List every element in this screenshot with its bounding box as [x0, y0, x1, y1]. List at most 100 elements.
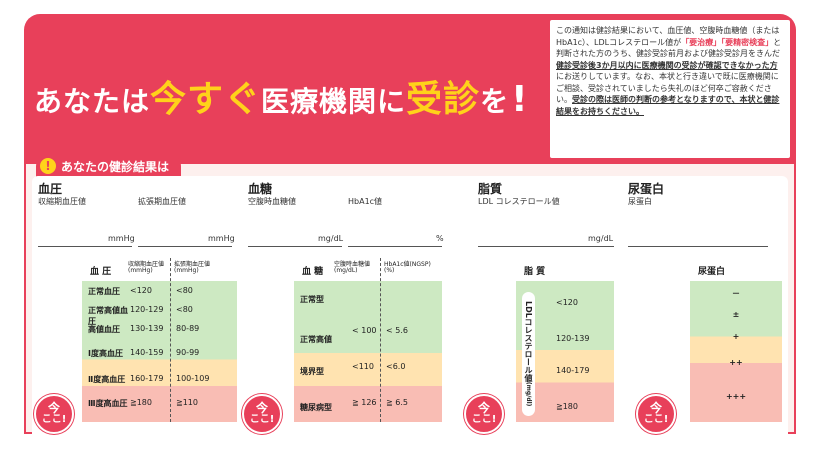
headline-part: を	[480, 85, 510, 118]
bp-row-diastolic: 100-109	[176, 374, 210, 383]
notice-document: あなたは 今すぐ 医療機関に 受診 を ! この通知は健診結果において、血圧値、…	[24, 14, 796, 434]
result-tab-label: あなたの健診結果は	[61, 159, 170, 174]
bp-col1: 収縮期血圧値 (mmHg)	[128, 261, 165, 274]
bs-divider	[380, 258, 381, 422]
lipid-row-value: <120	[556, 298, 578, 307]
urine-row-value: +	[732, 332, 740, 341]
urine-head: 尿蛋白	[698, 267, 726, 277]
bp-sub2: 拡張期血圧値	[138, 197, 186, 206]
bp-bands	[82, 258, 237, 422]
bp-row-diastolic: 90-99	[176, 348, 200, 357]
urine-title: 尿蛋白	[628, 182, 665, 196]
urine-table: 尿蛋白 － ± + ++ +++	[690, 258, 782, 422]
bs-threshold: <6.0	[386, 362, 406, 371]
bs-col2: HbA1c値(NGSP) (%)	[384, 261, 431, 274]
result-card: 血圧 収縮期血圧値 拡張期血圧値 mmHg mmHg 血 圧 収縮期血圧値 (m…	[32, 176, 788, 434]
bp-row-label: Ⅱ度高血圧	[88, 375, 126, 384]
bp-input-line	[138, 246, 232, 247]
here-now-badge: 今ここ!	[34, 394, 74, 434]
notice-underline: 受診の際は医師の判断の参考となりますので、本状と健診結果をお持ちください。	[556, 95, 780, 116]
bp-row-systolic: <120	[130, 286, 152, 295]
bp-row-systolic: 160-179	[130, 374, 164, 383]
bs-unit2: %	[436, 234, 444, 243]
headline: あなたは 今すぐ 医療機関に 受診 を !	[34, 70, 528, 122]
header-banner: あなたは 今すぐ 医療機関に 受診 を ! この通知は健診結果において、血圧値、…	[24, 14, 796, 164]
bs-threshold: <110	[352, 362, 374, 371]
bp-row-systolic: 120-129	[130, 305, 164, 314]
lipid-row-value: 120-139	[556, 334, 590, 343]
bs-threshold: < 5.6	[386, 326, 408, 335]
bp-col2: 拡張期血圧値 (mmHg)	[174, 261, 211, 274]
bp-row-systolic: 140-159	[130, 348, 164, 357]
bs-threshold: ≧ 6.5	[386, 398, 408, 407]
bs-row-label: 正常型	[300, 295, 324, 304]
bp-row-systolic: ≧180	[130, 398, 152, 407]
bp-row-label: 正常血圧	[88, 287, 120, 296]
bs-threshold: < 100	[352, 326, 377, 335]
result-tab: ! あなたの健診結果は	[36, 154, 182, 178]
bp-row-diastolic: ≧110	[176, 398, 198, 407]
bp-sub1: 収縮期血圧値	[38, 197, 86, 206]
bs-row-label: 境界型	[300, 367, 324, 376]
bp-unit2: mmHg	[208, 234, 235, 243]
bp-row-label: Ⅰ度高血圧	[88, 349, 123, 358]
lipid-row-value: ≧180	[556, 402, 578, 411]
urine-row-value: +++	[725, 392, 747, 401]
bp-table: 血 圧 収縮期血圧値 (mmHg) 拡張期血圧値 (mmHg) 正常血圧 <120…	[82, 258, 237, 422]
urine-bands	[690, 258, 782, 422]
bs-head: 血 糖	[302, 267, 324, 277]
bs-table: 血 糖 空腹時血糖値 (mg/dL) HbA1c値(NGSP) (%) 正常型正…	[294, 258, 442, 422]
headline-emphasis: 受診	[406, 79, 481, 120]
lipid-row-value: 140-179	[556, 366, 590, 375]
urine-input-line	[628, 246, 768, 247]
urine-row-value: ±	[732, 310, 740, 319]
headline-emphasis: 今すぐ	[150, 79, 262, 120]
notice-highlight: 「要治療」「要精密検査」	[681, 37, 774, 47]
bp-row-label: 高値血圧	[88, 325, 120, 334]
urine-row-value: ++	[729, 358, 743, 367]
here-now-badge: 今ここ!	[636, 394, 676, 434]
ldl-pill: LDLコレステロール値(mg/dl)	[522, 292, 535, 416]
bs-bands	[294, 258, 442, 422]
here-now-badge: 今ここ!	[464, 394, 504, 434]
bs-row-label: 正常高値	[300, 335, 332, 344]
bp-unit1: mmHg	[108, 234, 135, 243]
notice-text: と判断された方のうち、健診受診前月および健診受診月をきんだ	[556, 37, 782, 59]
bp-row-systolic: 130-139	[130, 324, 164, 333]
notice-text: この通知は健診結果において、血圧値、空腹時血糖値（またはHbA1c）、LDLコレ…	[556, 26, 780, 47]
lipid-sub1: LDL コレステロール値	[478, 197, 560, 206]
bs-input-line	[248, 246, 342, 247]
bp-title: 血圧	[38, 182, 63, 196]
bp-row-diastolic: <80	[176, 286, 193, 295]
bs-input-line	[348, 246, 442, 247]
lipid-unit1: mg/dL	[588, 234, 614, 243]
headline-part: あなたは	[34, 85, 151, 118]
notice-text: にお送りしています。なお、本状と行き違いで既に医療機関にご相談、受診されていまし…	[556, 72, 779, 104]
bp-row-diastolic: 80-89	[176, 324, 200, 333]
bp-input-line	[38, 246, 132, 247]
lipid-title: 脂質	[478, 182, 503, 196]
here-now-badge: 今ここ!	[242, 394, 282, 434]
exclamation-icon: !	[40, 158, 56, 174]
bp-row-label: Ⅲ度高血圧	[88, 399, 128, 408]
bs-row-label: 糖尿病型	[300, 403, 332, 412]
lipid-head: 脂 質	[524, 267, 546, 277]
bs-threshold: ≧ 126	[352, 398, 377, 407]
bs-title: 血糖	[248, 182, 273, 196]
lipid-input-line	[478, 246, 614, 247]
bp-head: 血 圧	[90, 267, 112, 277]
bp-row-diastolic: <80	[176, 305, 193, 314]
notice-box: この通知は健診結果において、血圧値、空腹時血糖値（またはHbA1c）、LDLコレ…	[550, 20, 790, 158]
bs-unit1: mg/dL	[318, 234, 344, 243]
urine-row-value: －	[732, 289, 740, 298]
result-panel: ! あなたの健診結果は 血圧 収縮期血圧値 拡張期血圧値 mmHg mmHg 血…	[24, 154, 796, 434]
notice-underline: 健診受診後3か月以内に医療機関の受診が確認できなかった方	[556, 60, 778, 70]
bs-col1: 空腹時血糖値 (mg/dL)	[334, 261, 371, 274]
urine-sub1: 尿蛋白	[628, 197, 652, 206]
bp-divider	[170, 258, 171, 422]
bs-sub1: 空腹時血糖値	[248, 197, 296, 206]
bp-row-label: 正常高値血圧	[88, 306, 128, 326]
headline-exclamation: !	[511, 79, 528, 120]
lipid-table: 脂 質 LDLコレステロール値(mg/dl) <120 120-139 140-17…	[516, 258, 614, 422]
bs-sub2: HbA1c値	[348, 197, 383, 206]
